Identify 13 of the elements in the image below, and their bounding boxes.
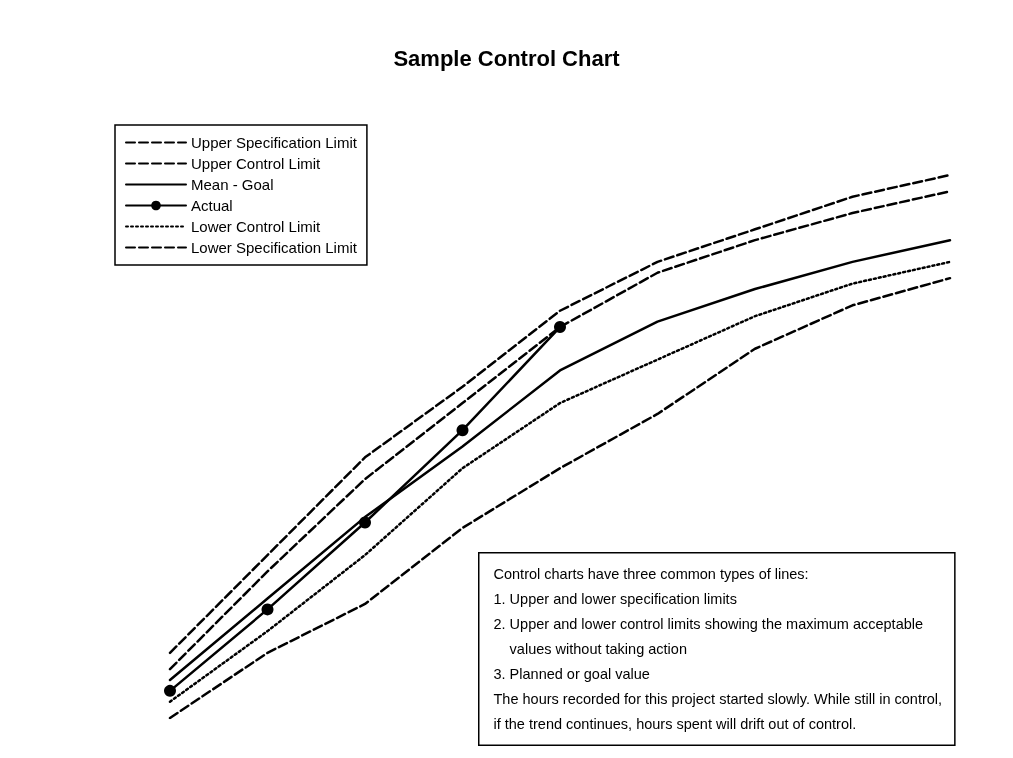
legend-label: Actual [191, 197, 233, 214]
point [456, 424, 469, 437]
legend-label: Mean - Goal [191, 176, 274, 193]
point [261, 603, 274, 616]
point [359, 516, 371, 529]
legend-label: Lower Control Limit [191, 218, 322, 235]
annotation: Control charts have three common types of lines: 1. Upper and lower specification limits 2. Upper and lower control limits showing the maximum acceptable values without taking action 3. Planned or goal value The hours recorded for this project started slowly. While still in control, if the trend continues, hours spent will drift out of control. [493, 566, 943, 732]
chart-title: Sample Control Chart [393, 45, 621, 71]
legend-label: Lower Specification Limit [191, 239, 358, 256]
point [554, 321, 566, 334]
point [164, 684, 176, 697]
legend-label: Upper Specification Limit [191, 134, 358, 151]
legend-label: Upper Control Limit [191, 155, 322, 172]
